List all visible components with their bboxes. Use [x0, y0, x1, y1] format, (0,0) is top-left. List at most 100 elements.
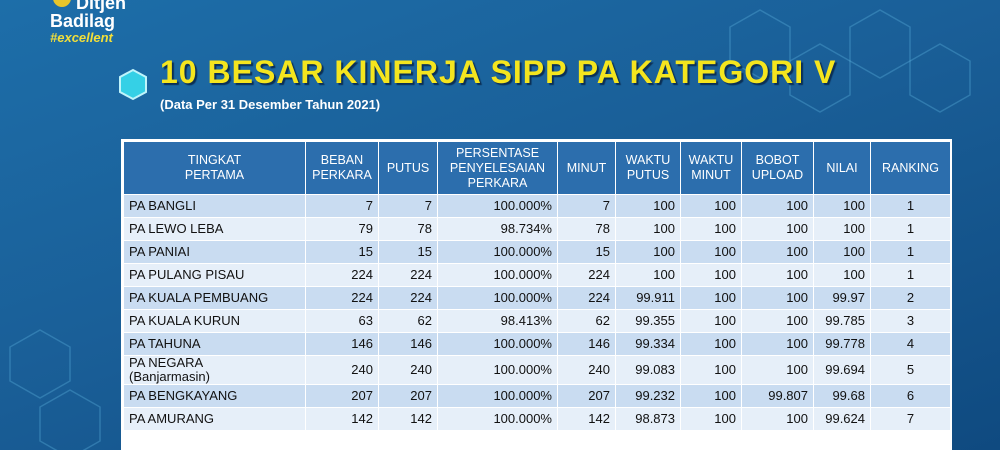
table-cell: 100: [680, 332, 742, 356]
table-cell: 207: [305, 384, 379, 408]
table-cell: 7: [557, 194, 616, 218]
table-cell: 99.911: [615, 286, 681, 310]
table-row: PA BANGLI 7 7 100.000% 7 100 100 100 100 1: [123, 194, 951, 218]
table-cell: 79: [305, 217, 379, 241]
table-cell: 100: [680, 263, 742, 287]
table-cell: 62: [557, 309, 616, 333]
table-cell: 99.785: [813, 309, 871, 333]
title: 10 BESAR KINERJA SIPP PA KATEGORI V: [160, 54, 837, 90]
table-cell: 7: [870, 407, 951, 431]
table-cell: 1: [870, 217, 951, 241]
table-cell: 98.734%: [437, 217, 558, 241]
table-cell: 100.000%: [437, 194, 558, 218]
table-cell: 3: [870, 309, 951, 333]
table-cell: 100: [615, 217, 681, 241]
table-cell: 240: [557, 355, 616, 385]
table-cell: 100.000%: [437, 332, 558, 356]
table-cell: 100: [741, 355, 814, 385]
table-cell: 100: [680, 217, 742, 241]
court-name: PA NEGARA (Banjarmasin): [123, 355, 306, 385]
subtitle: (Data Per 31 Desember Tahun 2021): [160, 97, 381, 112]
table-cell: 100: [741, 332, 814, 356]
table-cell: 224: [378, 263, 438, 287]
table-cell: 99.807: [741, 384, 814, 408]
table-row: PA PULANG PISAU 224 224 100.000% 224 100 100 10…: [123, 263, 951, 287]
table-cell: 100: [813, 263, 871, 287]
table-cell: 100: [680, 355, 742, 385]
table-cell: 100.000%: [437, 355, 558, 385]
column-header: RANKING: [870, 141, 951, 195]
table-cell: 7: [305, 194, 379, 218]
table-cell: 100: [741, 217, 814, 241]
table-cell: 100: [680, 309, 742, 333]
column-header: NILAI: [813, 141, 871, 195]
court-name: PA LEWO LEBA: [123, 217, 306, 241]
table-cell: 207: [557, 384, 616, 408]
table-row: PA PANIAI 15 15 100.000% 15 100 100 100 100 1: [123, 240, 951, 264]
table-cell: 240: [378, 355, 438, 385]
table-cell: 100: [615, 263, 681, 287]
table-row: PA TAHUNA 146 146 100.000% 146 99.334 100 100 99…: [123, 332, 951, 356]
court-name: PA BANGLI: [123, 194, 306, 218]
table-cell: 224: [378, 286, 438, 310]
table-body: PA BANGLI 7 7 100.000% 7 100 100 100 100 1 PA LEWO…: [123, 194, 951, 431]
logo-line2: Badilag: [50, 11, 116, 31]
table-cell: 142: [378, 407, 438, 431]
table-cell: 224: [305, 263, 379, 287]
table-cell: 98.873: [615, 407, 681, 431]
table-cell: 100: [615, 194, 681, 218]
table-cell: 99.334: [615, 332, 681, 356]
table-cell: 62: [378, 309, 438, 333]
table-cell: 78: [378, 217, 438, 241]
court-name: PA TAHUNA: [123, 332, 306, 356]
table-cell: 63: [305, 309, 379, 333]
table-cell: 99.68: [813, 384, 871, 408]
court-name: PA PULANG PISAU: [123, 263, 306, 287]
column-header: PUTUS: [378, 141, 438, 195]
column-header: WAKTU PUTUS: [615, 141, 681, 195]
table-cell: 2: [870, 286, 951, 310]
table-row: PA LEWO LEBA 79 78 98.734% 78 100 100 100 100 1: [123, 217, 951, 241]
table-cell: 224: [305, 286, 379, 310]
table-cell: 142: [305, 407, 379, 431]
table-cell: 100: [741, 286, 814, 310]
table-cell: 99.97: [813, 286, 871, 310]
table-cell: 4: [870, 332, 951, 356]
table-cell: 100: [680, 194, 742, 218]
table-cell: 15: [557, 240, 616, 264]
table-cell: 146: [305, 332, 379, 356]
table-cell: 1: [870, 263, 951, 287]
table-row: PA BENGKAYANG 207 207 100.000% 207 99.232 100 9…: [123, 384, 951, 408]
table-cell: 100: [615, 240, 681, 264]
table-cell: 100.000%: [437, 407, 558, 431]
court-name: PA KUALA PEMBUANG: [123, 286, 306, 310]
table-cell: 100: [680, 384, 742, 408]
table-cell: 100: [741, 240, 814, 264]
table-cell: 100: [680, 286, 742, 310]
table-cell: 1: [870, 194, 951, 218]
table-cell: 99.694: [813, 355, 871, 385]
table-cell: 100: [741, 309, 814, 333]
table-cell: 100: [813, 217, 871, 241]
table-row: PA AMURANG 142 142 100.000% 142 98.873 100 100 9…: [123, 407, 951, 431]
table-cell: 100: [680, 407, 742, 431]
table-cell: 100: [741, 407, 814, 431]
column-header: MINUT: [557, 141, 616, 195]
column-header: TINGKAT PERTAMA: [123, 141, 306, 195]
table-cell: 100: [741, 263, 814, 287]
column-header: PERSENTASE PENYELESAIAN PERKARA: [437, 141, 558, 195]
table-row: PA NEGARA (Banjarmasin) 240 240 100.000% 240…: [123, 355, 951, 385]
table-cell: 100.000%: [437, 384, 558, 408]
column-header: BOBOT UPLOAD: [741, 141, 814, 195]
table-cell: 99.624: [813, 407, 871, 431]
table-cell: 100.000%: [437, 240, 558, 264]
table-cell: 100.000%: [437, 286, 558, 310]
logo-emblem: [53, 0, 71, 7]
table-header: TINGKAT PERTAMA BEBAN PERKARA PUTUS PERSENT…: [123, 141, 951, 195]
column-header: BEBAN PERKARA: [305, 141, 379, 195]
logo-line1: Ditjen: [76, 0, 127, 13]
table-cell: 1: [870, 240, 951, 264]
table-cell: 99.355: [615, 309, 681, 333]
